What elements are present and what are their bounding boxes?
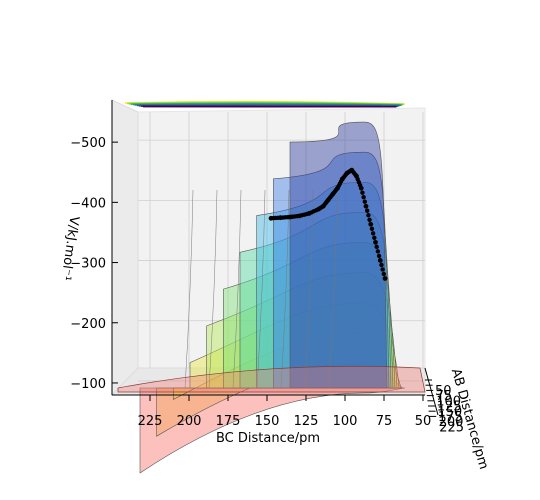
surface-floor-band <box>117 365 426 393</box>
x-axis-ticks: 225 200 175 150 125 100 75 50 <box>138 395 432 429</box>
top-contour-projection <box>124 100 406 108</box>
x-tick-label: 100 <box>333 414 358 429</box>
trajectory-path <box>268 167 388 281</box>
surface-wire <box>256 189 266 389</box>
trajectory-point <box>360 190 365 195</box>
x-tick-label: 50 <box>415 414 432 429</box>
x-tick-label: 75 <box>376 414 393 429</box>
z-tick-label: −400 <box>70 196 106 211</box>
x-tick-label: 225 <box>138 414 163 429</box>
z-axis-title: V/kJ.mol⁻¹ <box>58 215 82 282</box>
y-tick-label: 75 <box>436 389 453 404</box>
y-tick-label: 50 <box>435 384 452 399</box>
y-tick-label: 175 <box>438 410 463 425</box>
surface-wire <box>232 189 242 389</box>
z-tick-label: −200 <box>70 317 106 332</box>
left-pane-wall <box>111 99 139 397</box>
trajectory-point <box>372 235 377 241</box>
y-axis-spine <box>424 367 439 416</box>
potential-surface <box>117 121 426 474</box>
trajectory-point <box>366 213 371 218</box>
surface-contour-band <box>289 121 388 389</box>
trajectory-point <box>361 194 366 200</box>
x-tick-label: 175 <box>216 414 241 429</box>
surface-wire <box>208 189 218 389</box>
surface-contour-band <box>273 151 390 389</box>
trajectory-point <box>364 208 370 213</box>
trajectory-point <box>375 249 381 254</box>
trajectory-point <box>367 217 372 222</box>
surface-wire <box>328 189 338 389</box>
y-tick-label: 200 <box>439 415 464 430</box>
surface-wire <box>304 189 314 389</box>
z-tick-label: −300 <box>70 257 106 272</box>
surface-wire <box>280 189 290 389</box>
y-tick-label: 150 <box>437 405 462 420</box>
trajectory-point <box>373 239 378 245</box>
trajectory-point <box>374 244 379 250</box>
y-tick-label: 100 <box>436 394 461 409</box>
trajectory-point <box>268 215 274 221</box>
z-axis-ticks: −500 −400 −300 −200 −100 <box>70 136 118 392</box>
trajectory-point <box>380 267 385 272</box>
surface-contour-band <box>223 242 396 389</box>
z-tick-label: −100 <box>70 377 106 392</box>
trajectory-point <box>377 258 383 263</box>
y-tick-label: 225 <box>439 420 464 435</box>
surface-contour-band <box>239 212 394 389</box>
trajectory-point <box>370 231 376 236</box>
x-tick-label: 125 <box>294 414 319 429</box>
x-tick-label: 200 <box>177 414 202 429</box>
x-tick-label: 150 <box>255 414 280 429</box>
trajectory-point <box>379 262 384 268</box>
trajectory-point <box>368 221 374 227</box>
trajectory-point <box>363 203 369 209</box>
surface-contour-band <box>189 302 400 389</box>
z-tick-label: −500 <box>70 136 106 151</box>
trajectory-point <box>382 276 388 281</box>
grid-lines <box>138 112 425 382</box>
trajectory-point <box>362 199 368 204</box>
trajectory-point <box>369 226 375 232</box>
x-axis-title: BC Distance/pm <box>216 431 320 446</box>
surface-wire <box>184 189 194 389</box>
y-tick-label: 125 <box>437 400 462 415</box>
trajectory-point <box>381 271 387 277</box>
trajectory-point <box>376 253 382 259</box>
